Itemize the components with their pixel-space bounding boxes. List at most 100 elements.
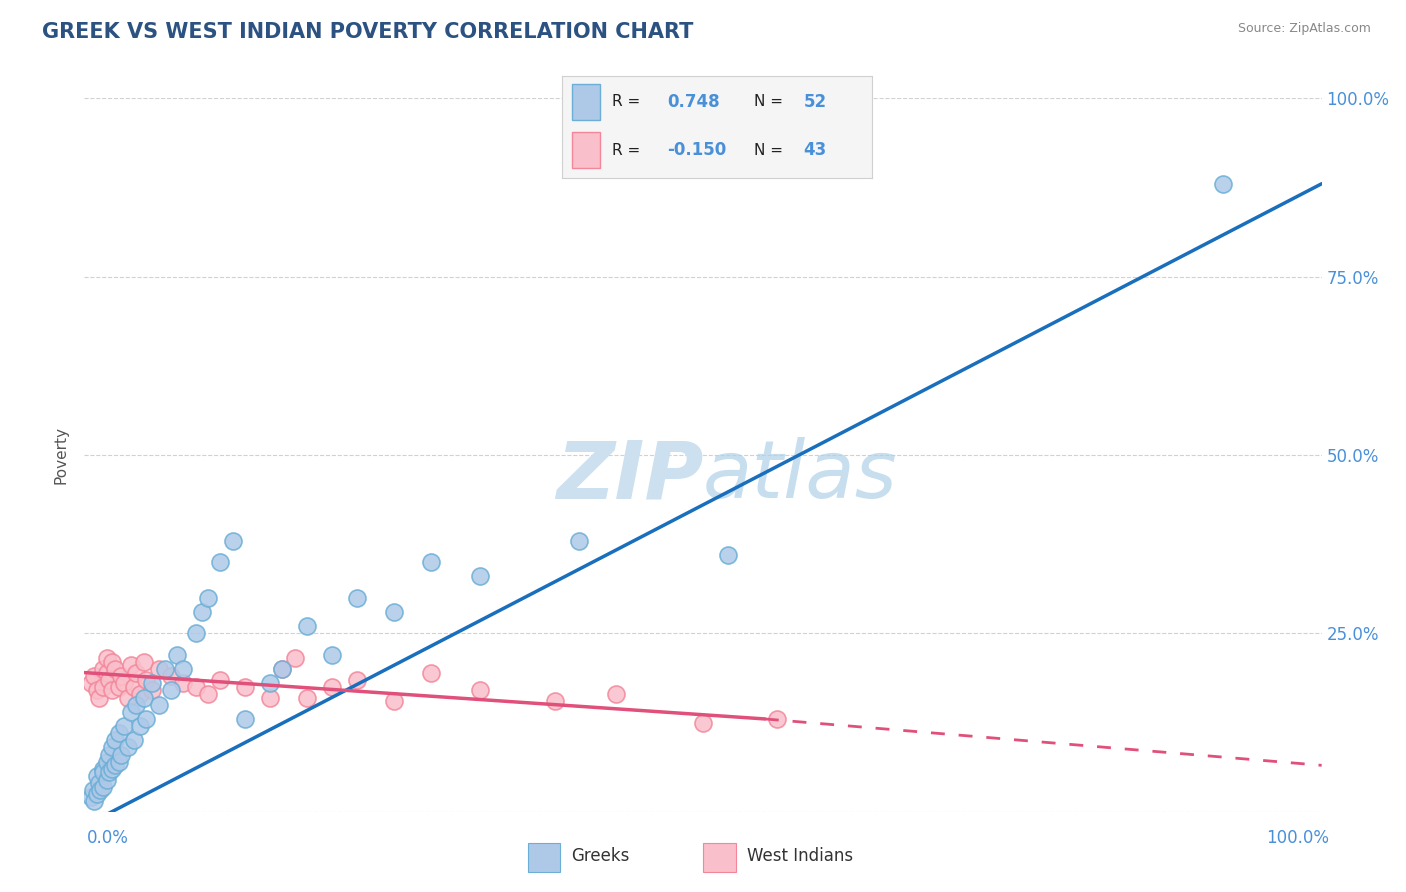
Bar: [572, 84, 599, 120]
Point: [98, 673, 121, 687]
Text: R =: R =: [612, 95, 640, 110]
Text: West Indians: West Indians: [747, 847, 853, 865]
Point: [172, 676, 194, 690]
Text: GREEK VS WEST INDIAN POVERTY CORRELATION CHART: GREEK VS WEST INDIAN POVERTY CORRELATION…: [42, 22, 693, 42]
Point: [125, 665, 148, 680]
Text: Greeks: Greeks: [571, 847, 630, 865]
Text: 43: 43: [804, 141, 827, 159]
Point: [108, 680, 131, 694]
Point: [98, 747, 121, 762]
Point: [135, 673, 157, 687]
Point: [83, 794, 105, 808]
Point: [112, 719, 135, 733]
Point: [259, 690, 281, 705]
Text: N =: N =: [754, 95, 783, 110]
Bar: [527, 843, 561, 872]
Point: [129, 719, 152, 733]
Point: [543, 694, 565, 708]
Point: [100, 740, 122, 755]
Y-axis label: Poverty: Poverty: [53, 425, 69, 484]
Point: [135, 712, 157, 726]
Point: [692, 715, 714, 730]
Point: [110, 747, 132, 762]
Point: [122, 733, 145, 747]
Text: 0.748: 0.748: [668, 93, 720, 111]
Bar: [703, 843, 735, 872]
Point: [132, 690, 155, 705]
Text: R =: R =: [612, 143, 640, 158]
Point: [382, 605, 405, 619]
Point: [100, 762, 122, 776]
Point: [321, 648, 343, 662]
Point: [141, 676, 163, 690]
Point: [117, 740, 139, 755]
Point: [346, 591, 368, 605]
Point: [191, 605, 214, 619]
Point: [108, 755, 131, 769]
Text: N =: N =: [754, 143, 783, 158]
Point: [766, 712, 789, 726]
Point: [470, 569, 492, 583]
Point: [120, 705, 142, 719]
Point: [82, 783, 104, 797]
Point: [295, 690, 318, 705]
Point: [86, 787, 108, 801]
Point: [132, 655, 155, 669]
Point: [419, 555, 441, 569]
Point: [96, 755, 118, 769]
Point: [83, 669, 105, 683]
Text: atlas: atlas: [703, 437, 898, 516]
Point: [259, 676, 281, 690]
Point: [79, 676, 101, 690]
Point: [96, 772, 118, 787]
Point: [1212, 177, 1234, 191]
Point: [160, 683, 183, 698]
Point: [197, 687, 219, 701]
Point: [321, 680, 343, 694]
Point: [233, 712, 256, 726]
Point: [160, 669, 183, 683]
Point: [419, 665, 441, 680]
Point: [91, 662, 114, 676]
Point: [125, 698, 148, 712]
Text: Source: ZipAtlas.com: Source: ZipAtlas.com: [1237, 22, 1371, 36]
Point: [89, 690, 111, 705]
Point: [98, 765, 121, 780]
Point: [184, 680, 207, 694]
Point: [86, 683, 108, 698]
Point: [568, 533, 591, 548]
Bar: [572, 132, 599, 168]
Point: [112, 676, 135, 690]
Point: [271, 662, 294, 676]
Point: [605, 687, 627, 701]
Point: [91, 680, 114, 694]
Point: [346, 673, 368, 687]
Point: [222, 533, 245, 548]
Point: [470, 683, 492, 698]
Point: [184, 626, 207, 640]
Text: -0.150: -0.150: [668, 141, 727, 159]
Point: [108, 726, 131, 740]
Point: [91, 765, 114, 780]
Point: [382, 694, 405, 708]
Point: [91, 780, 114, 794]
Point: [89, 783, 111, 797]
Point: [104, 733, 127, 747]
Point: [141, 683, 163, 698]
Point: [110, 669, 132, 683]
Point: [295, 619, 318, 633]
Point: [148, 662, 170, 676]
Point: [166, 648, 188, 662]
Point: [233, 680, 256, 694]
Point: [96, 665, 118, 680]
Point: [129, 687, 152, 701]
Point: [100, 683, 122, 698]
Point: [89, 776, 111, 790]
Point: [117, 690, 139, 705]
Point: [209, 673, 232, 687]
Point: [271, 662, 294, 676]
Point: [104, 758, 127, 772]
Text: 52: 52: [804, 93, 827, 111]
Point: [79, 790, 101, 805]
Text: 100.0%: 100.0%: [1265, 830, 1329, 847]
